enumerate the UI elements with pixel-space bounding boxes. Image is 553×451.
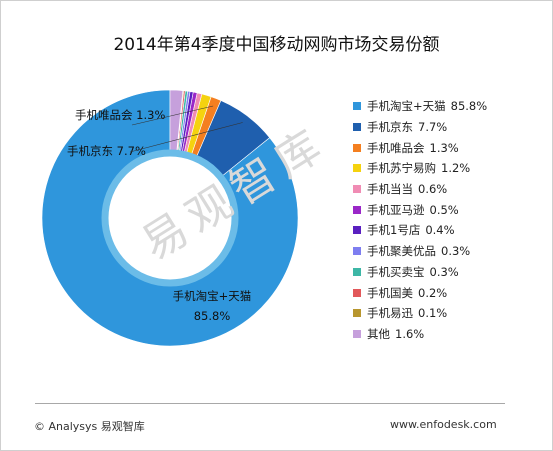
slice-label: 85.8%	[194, 309, 231, 323]
label-leader-line	[131, 105, 214, 126]
legend-value: 85.8%	[450, 99, 488, 114]
legend: 手机淘宝+天猫 85.8% 手机京东 7.7% 手机唯品会 1.3% 手机苏宁易购 1.2% 手…	[353, 96, 487, 344]
footer-divider	[35, 403, 505, 404]
legend-item: 手机易迅 0.1%	[353, 303, 487, 324]
legend-item: 手机聚美优品 0.3%	[353, 241, 487, 262]
legend-value: 1.3%	[429, 140, 459, 155]
footer-copyright: © Analysys 易观智库	[34, 420, 145, 433]
legend-value: 7.7%	[418, 120, 448, 135]
legend-item: 手机唯品会 1.3%	[353, 137, 487, 158]
legend-label: 手机京东	[367, 120, 413, 135]
slice-label: 手机京东 7.7%	[67, 144, 146, 158]
footer-website: www.enfodesk.com	[390, 418, 497, 431]
legend-label: 手机易迅	[367, 306, 413, 321]
legend-value: 0.2%	[418, 285, 448, 300]
legend-value: 1.2%	[441, 161, 471, 176]
legend-item: 手机买卖宝 0.3%	[353, 262, 487, 283]
legend-swatch	[353, 102, 361, 111]
legend-value: 0.5%	[429, 202, 459, 217]
legend-label: 手机当当	[367, 182, 413, 197]
legend-swatch	[353, 288, 361, 297]
legend-label: 手机聚美优品	[367, 244, 436, 259]
legend-item: 手机国美 0.2%	[353, 282, 487, 303]
legend-swatch	[353, 309, 361, 318]
legend-label: 手机1号店	[367, 223, 421, 238]
legend-value: 1.6%	[395, 326, 425, 341]
legend-label: 手机苏宁易购	[367, 161, 436, 176]
legend-swatch	[353, 267, 361, 276]
legend-item: 手机淘宝+天猫 85.8%	[353, 96, 487, 117]
legend-swatch	[353, 247, 361, 256]
legend-label: 手机国美	[367, 285, 413, 300]
legend-value: 0.4%	[425, 223, 455, 238]
legend-swatch	[353, 329, 361, 338]
legend-item: 手机苏宁易购 1.2%	[353, 158, 487, 179]
legend-value: 0.3%	[441, 244, 471, 259]
legend-item: 手机当当 0.6%	[353, 179, 487, 200]
legend-item: 其他 1.6%	[353, 324, 487, 345]
slice-label: 手机淘宝+天猫	[173, 289, 252, 303]
legend-item: 手机1号店 0.4%	[353, 220, 487, 241]
legend-swatch	[353, 185, 361, 194]
legend-value: 0.1%	[418, 306, 448, 321]
legend-label: 手机买卖宝	[367, 264, 425, 279]
legend-label: 其他	[367, 326, 390, 341]
legend-label: 手机淘宝+天猫	[367, 99, 446, 114]
legend-swatch	[353, 205, 361, 214]
donut-inner-ring	[101, 149, 239, 287]
legend-swatch	[353, 164, 361, 173]
legend-label: 手机唯品会	[367, 140, 425, 155]
legend-value: 0.3%	[429, 264, 459, 279]
legend-item: 手机京东 7.7%	[353, 117, 487, 138]
donut-hole	[109, 157, 231, 279]
legend-label: 手机亚马逊	[367, 202, 425, 217]
legend-swatch	[353, 143, 361, 152]
label-leader-line	[129, 122, 243, 153]
legend-value: 0.6%	[418, 182, 448, 197]
legend-item: 手机亚马逊 0.5%	[353, 199, 487, 220]
legend-swatch	[353, 226, 361, 235]
chart-title: 2014年第4季度中国移动网购市场交易份额	[113, 35, 440, 55]
legend-swatch	[353, 123, 361, 132]
slice-label: 手机唯品会 1.3%	[75, 108, 165, 122]
